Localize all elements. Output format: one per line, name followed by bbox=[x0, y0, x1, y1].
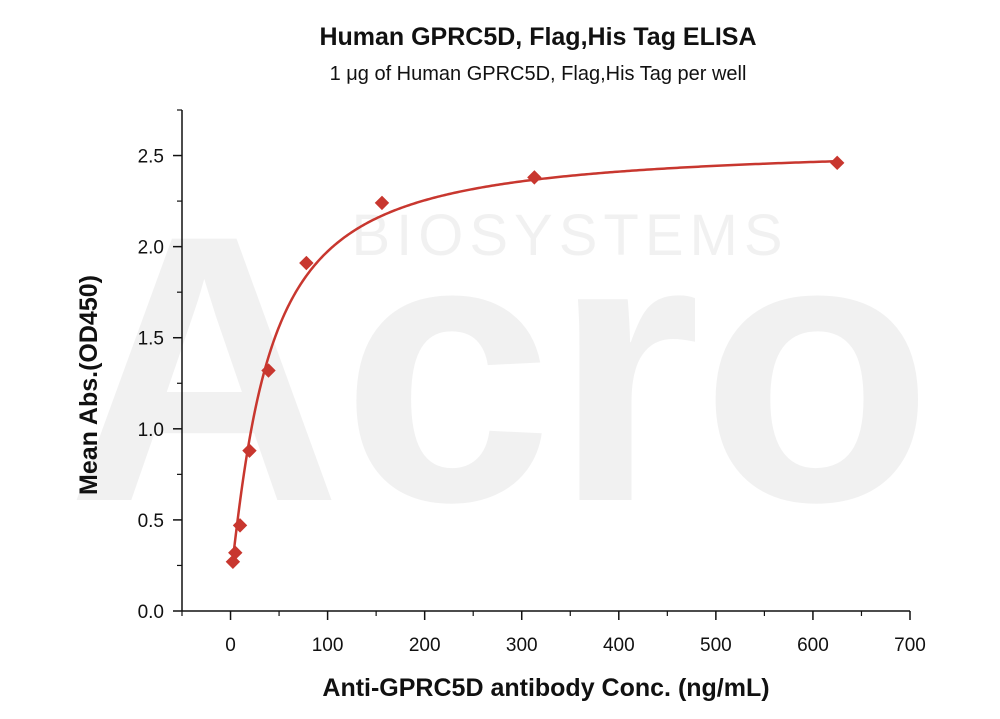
data-point bbox=[228, 545, 243, 560]
x-tick-label: 400 bbox=[603, 635, 635, 656]
watermark-logo: BIOSYSTEMS Acro bbox=[67, 156, 933, 581]
chart-subtitle: 1 μg of Human GPRC5D, Flag,His Tag per w… bbox=[330, 63, 747, 85]
data-points bbox=[225, 155, 845, 570]
x-tick-label: 500 bbox=[700, 635, 732, 656]
y-tick-label: 1.0 bbox=[138, 420, 164, 441]
watermark-text: BIOSYSTEMS bbox=[351, 203, 788, 268]
x-axis-ticks: 0 100 200 300 400 500 600 700 bbox=[181, 611, 926, 656]
y-axis-ticks: 0.0 0.5 1.0 1.5 2.0 2.5 bbox=[138, 109, 182, 623]
x-tick-label: 100 bbox=[312, 635, 344, 656]
chart-title: Human GPRC5D, Flag,His Tag ELISA bbox=[319, 23, 756, 51]
y-tick-label: 2.5 bbox=[138, 147, 164, 168]
x-tick-label: 0 bbox=[225, 635, 236, 656]
y-tick-label: 1.5 bbox=[138, 329, 164, 350]
x-tick-label: 600 bbox=[797, 635, 829, 656]
data-point bbox=[527, 170, 542, 185]
x-tick-label: 200 bbox=[409, 635, 441, 656]
data-point bbox=[225, 554, 241, 570]
watermark-logo-text: Acro bbox=[67, 156, 933, 581]
data-point bbox=[829, 155, 845, 171]
y-tick-label: 0.0 bbox=[138, 602, 164, 623]
x-tick-label: 700 bbox=[894, 635, 926, 656]
data-point bbox=[242, 443, 257, 458]
x-tick-label: 300 bbox=[506, 635, 538, 656]
data-point bbox=[261, 363, 276, 378]
y-tick-label: 0.5 bbox=[138, 511, 164, 532]
x-axis-label: Anti-GPRC5D antibody Conc. (ng/mL) bbox=[322, 674, 769, 702]
y-tick-label: 2.0 bbox=[138, 238, 164, 259]
axes bbox=[181, 110, 910, 612]
y-axis-label: Mean Abs.(OD450) bbox=[75, 275, 103, 495]
data-point bbox=[232, 518, 248, 533]
data-point bbox=[374, 195, 390, 211]
fit-curve-group bbox=[231, 159, 838, 560]
fit-curve bbox=[231, 159, 838, 560]
data-point bbox=[299, 255, 314, 271]
